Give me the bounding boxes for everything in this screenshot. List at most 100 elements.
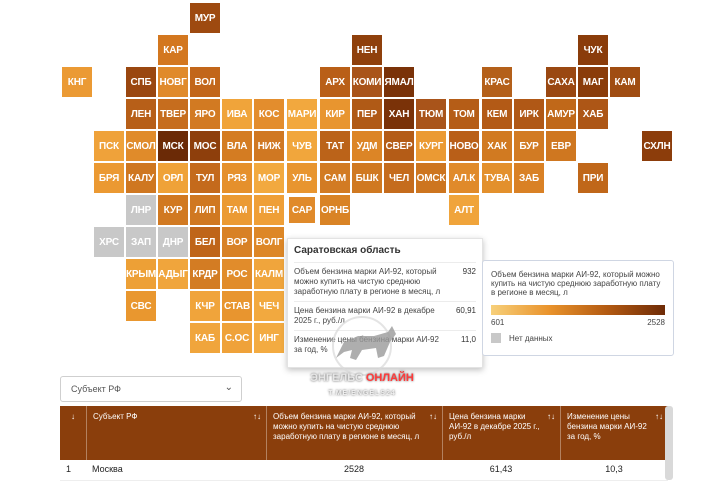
region-tile[interactable]: ОРНБ (320, 195, 350, 225)
region-tile[interactable]: ЛЕН (126, 99, 156, 129)
region-tile[interactable]: КАБ (190, 323, 220, 353)
region-tile[interactable]: ПЕН (254, 195, 284, 225)
region-tile[interactable]: АРХ (320, 67, 350, 97)
region-tile[interactable]: ЗАБ (514, 163, 544, 193)
region-tile[interactable]: НИЖ (254, 131, 284, 161)
region-tile[interactable]: ТУВА (482, 163, 512, 193)
region-tile[interactable]: НОВГ (158, 67, 188, 97)
region-tile[interactable]: УДМ (352, 131, 382, 161)
region-tile[interactable]: МСК (158, 131, 188, 161)
region-tile[interactable]: ОМСК (416, 163, 446, 193)
region-tile[interactable]: САХА (546, 67, 576, 97)
region-tile[interactable]: ХРС (94, 227, 124, 257)
header-change[interactable]: Изменение цены бензина марки АИ-92 за го… (560, 406, 668, 460)
region-tile[interactable]: ЯРО (190, 99, 220, 129)
sort-icon[interactable]: ↑↓ (253, 412, 261, 421)
region-tile[interactable]: МОР (254, 163, 284, 193)
region-tile[interactable]: АДЫГ (158, 259, 188, 289)
region-tile[interactable]: КАМ (610, 67, 640, 97)
region-tile[interactable]: ЛИП (190, 195, 220, 225)
region-tile[interactable]: СПБ (126, 67, 156, 97)
region-tile[interactable]: ТАМ (222, 195, 252, 225)
region-tile[interactable]: ОРЛ (158, 163, 188, 193)
region-tile[interactable]: МАРИ (287, 99, 317, 129)
region-tile[interactable]: ЯМАЛ (384, 67, 414, 97)
header-change-text: Изменение цены бензина марки АИ-92 за го… (567, 412, 647, 441)
region-tile[interactable]: УЛЬ (287, 163, 317, 193)
region-tile[interactable]: ХАН (384, 99, 414, 129)
sort-icon[interactable]: ↑↓ (429, 412, 437, 421)
region-tile[interactable]: ХАБ (578, 99, 608, 129)
region-tile[interactable]: САМ (320, 163, 350, 193)
region-tile[interactable]: ДНР (158, 227, 188, 257)
table-row[interactable]: 1 Москва 2528 61,43 10,3 (60, 460, 668, 481)
header-region[interactable]: Субъект РФ ↑↓ (86, 406, 266, 460)
region-tile[interactable]: НОВО (449, 131, 479, 161)
region-tile[interactable]: СВС (126, 291, 156, 321)
region-tile[interactable]: ЧЕЧ (254, 291, 284, 321)
region-tile[interactable]: НЕН (352, 35, 382, 65)
region-tile[interactable]: КИР (320, 99, 350, 129)
region-tile[interactable]: ВОР (222, 227, 252, 257)
region-tile[interactable]: РЯЗ (222, 163, 252, 193)
region-tile[interactable]: КРАС (482, 67, 512, 97)
region-tile[interactable]: ЗАП (126, 227, 156, 257)
table-scrollbar[interactable] (665, 406, 673, 480)
region-tile[interactable]: СТАВ (222, 291, 252, 321)
region-tile[interactable]: МОС (190, 131, 220, 161)
region-tile[interactable]: ЛНР (126, 195, 156, 225)
region-tile[interactable]: КАЛМ (254, 259, 284, 289)
region-tile[interactable]: ХАК (482, 131, 512, 161)
region-tile[interactable]: КУР (158, 195, 188, 225)
region-tile[interactable]: САР (287, 195, 317, 225)
region-tile[interactable]: КОМИ (352, 67, 382, 97)
sort-icon[interactable]: ↑↓ (655, 412, 663, 421)
region-tile[interactable]: КЧР (190, 291, 220, 321)
region-tile[interactable]: БУР (514, 131, 544, 161)
region-tile[interactable]: АМУР (546, 99, 576, 129)
region-tile[interactable]: ТОМ (449, 99, 479, 129)
region-tile[interactable]: КУРГ (416, 131, 446, 161)
region-tile[interactable]: МУР (190, 3, 220, 33)
region-tile[interactable]: ЧУВ (287, 131, 317, 161)
region-tile[interactable]: ЕВР (546, 131, 576, 161)
region-tile[interactable]: СХЛН (642, 131, 672, 161)
region-tile[interactable]: ТВЕР (158, 99, 188, 129)
region-tile[interactable]: СВЕР (384, 131, 414, 161)
region-tile[interactable]: ПРИ (578, 163, 608, 193)
region-tile[interactable]: ИНГ (254, 323, 284, 353)
region-tile[interactable]: ПСК (94, 131, 124, 161)
region-tile[interactable]: КОС (254, 99, 284, 129)
region-tile[interactable]: ПЕР (352, 99, 382, 129)
region-tile[interactable]: БРЯ (94, 163, 124, 193)
region-select[interactable]: Субъект РФ ⌄ (60, 376, 242, 402)
region-tile[interactable]: КАР (158, 35, 188, 65)
region-tile[interactable]: РОС (222, 259, 252, 289)
region-tile[interactable]: ЧЕЛ (384, 163, 414, 193)
region-tile[interactable]: ВЛА (222, 131, 252, 161)
region-tile[interactable]: БШК (352, 163, 382, 193)
sort-icon[interactable]: ↑↓ (547, 412, 555, 421)
region-tile[interactable]: АЛ.К (449, 163, 479, 193)
region-tile[interactable]: ТАТ (320, 131, 350, 161)
region-tile[interactable]: МАГ (578, 67, 608, 97)
header-volume[interactable]: Объем бензина марки АИ-92, который можно… (266, 406, 442, 460)
region-tile[interactable]: ВОЛГ (254, 227, 284, 257)
region-tile[interactable]: ВОЛ (190, 67, 220, 97)
header-index-sort[interactable]: ↓ (60, 406, 86, 460)
region-tile[interactable]: С.ОС (222, 323, 252, 353)
region-tile[interactable]: БЕЛ (190, 227, 220, 257)
region-tile[interactable]: ТУЛ (190, 163, 220, 193)
region-tile[interactable]: КРЫМ (126, 259, 156, 289)
region-tile[interactable]: КНГ (62, 67, 92, 97)
region-tile[interactable]: АЛТ (449, 195, 479, 225)
region-tile[interactable]: СМОЛ (126, 131, 156, 161)
region-tile[interactable]: ИВА (222, 99, 252, 129)
region-tile[interactable]: КЕМ (482, 99, 512, 129)
region-tile[interactable]: КРДР (190, 259, 220, 289)
region-tile[interactable]: ТЮМ (416, 99, 446, 129)
region-tile[interactable]: ЧУК (578, 35, 608, 65)
header-price[interactable]: Цена бензина марки АИ-92 в декабре 2025 … (442, 406, 560, 460)
region-tile[interactable]: КАЛУ (126, 163, 156, 193)
region-tile[interactable]: ИРК (514, 99, 544, 129)
